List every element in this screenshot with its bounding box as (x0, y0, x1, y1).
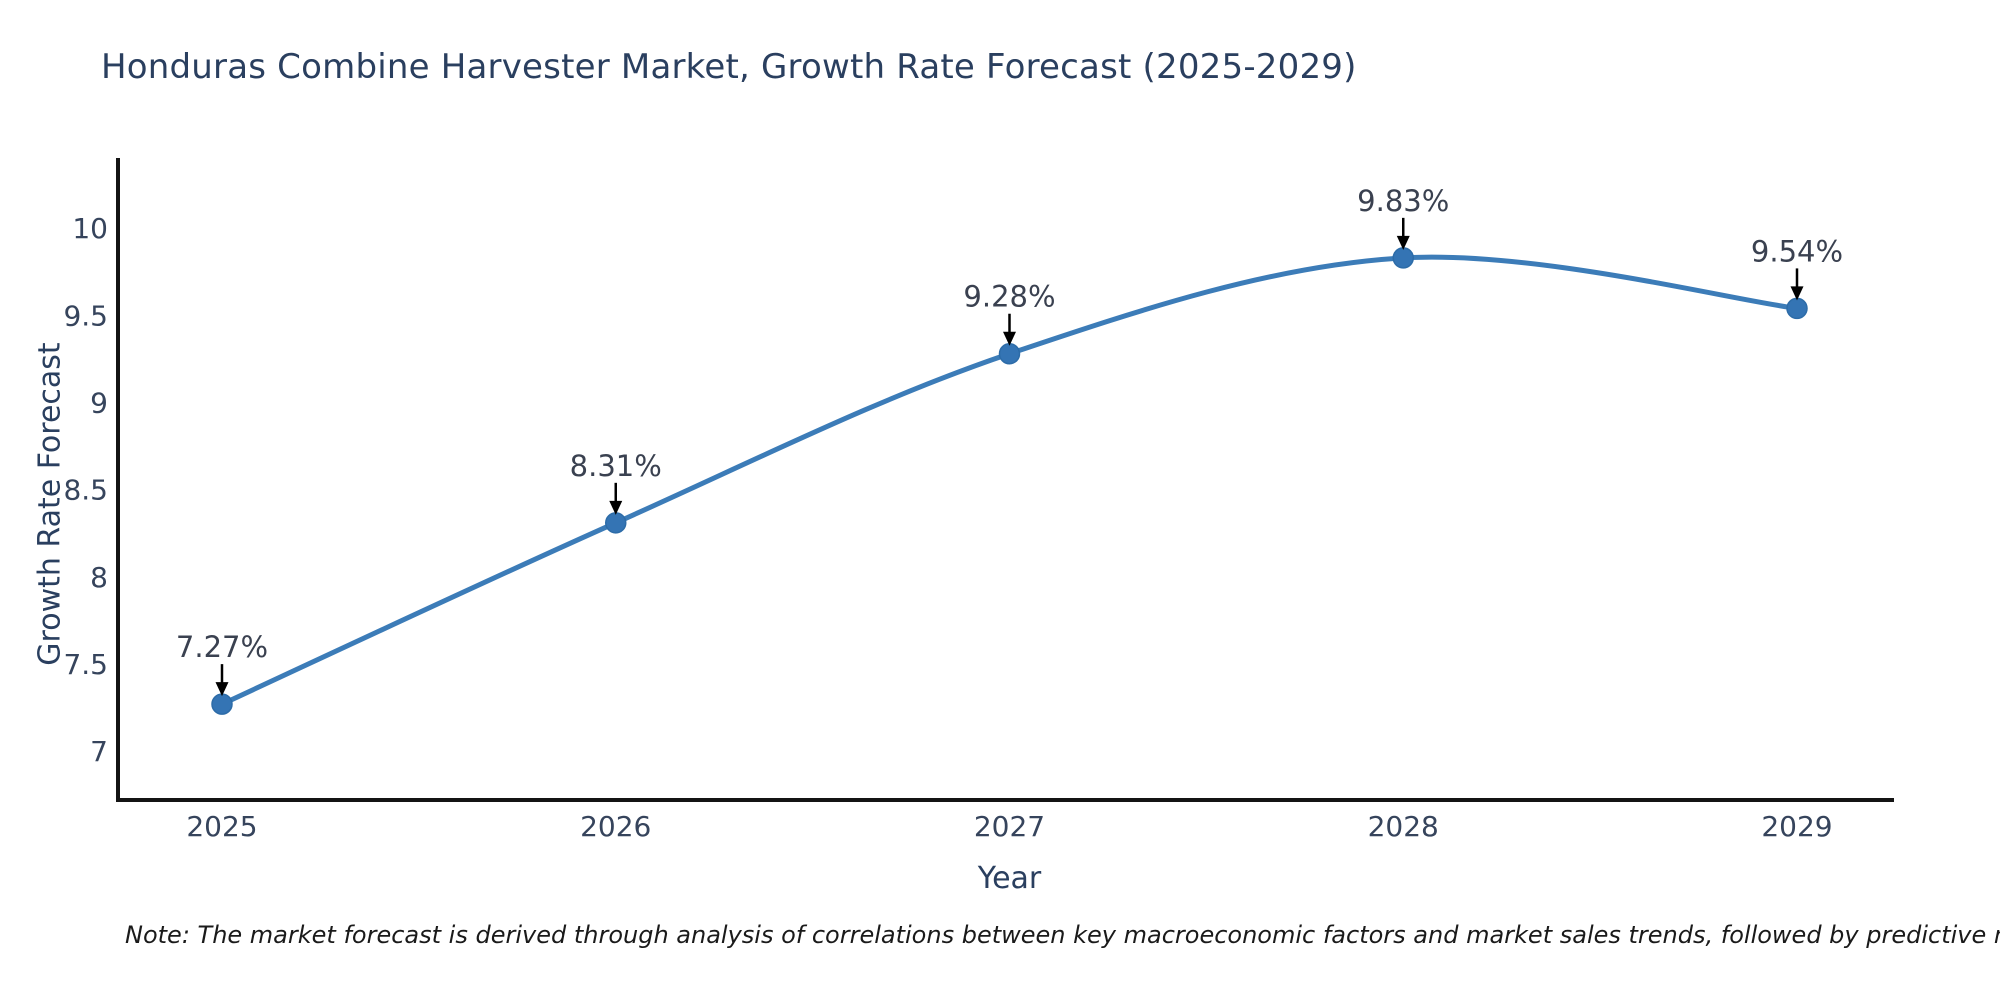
y-tick-label: 9 (90, 387, 108, 420)
x-tick-label: 2028 (1368, 810, 1439, 843)
data-point (998, 342, 1021, 365)
x-axis-title: Year (977, 861, 1042, 896)
y-tick-label: 10 (72, 212, 108, 245)
annotation-arrowhead (1396, 235, 1410, 250)
chart-title: Honduras Combine Harvester Market, Growt… (101, 47, 1357, 87)
x-tick-label: 2029 (1761, 810, 1832, 843)
annotation-arrowhead (609, 500, 623, 515)
y-tick-label: 7 (90, 735, 108, 768)
y-tick-label: 8.5 (63, 474, 108, 507)
y-tick-label: 8 (90, 561, 108, 594)
x-tick-label: 2027 (974, 810, 1045, 843)
x-tick-label: 2025 (186, 810, 257, 843)
data-point (1392, 247, 1414, 269)
annotation-arrowhead (215, 682, 229, 697)
data-point (1786, 297, 1808, 320)
data-point (605, 512, 627, 534)
annotation-arrowhead (1003, 331, 1016, 346)
point-annotation: 7.27% (176, 630, 268, 664)
data-point (211, 693, 233, 715)
y-tick-label: 7.5 (63, 648, 108, 681)
y-axis-title: Growth Rate Forecast (33, 342, 68, 666)
point-annotation: 9.54% (1751, 234, 1843, 268)
annotation-arrowhead (1790, 286, 1804, 301)
y-tick-label: 9.5 (63, 299, 108, 332)
point-annotation: 9.83% (1357, 184, 1449, 218)
footnote: Note: The market forecast is derived thr… (125, 921, 2000, 949)
point-annotation: 8.31% (570, 449, 662, 483)
x-tick-label: 2026 (580, 810, 651, 843)
point-annotation: 9.28% (963, 280, 1055, 314)
